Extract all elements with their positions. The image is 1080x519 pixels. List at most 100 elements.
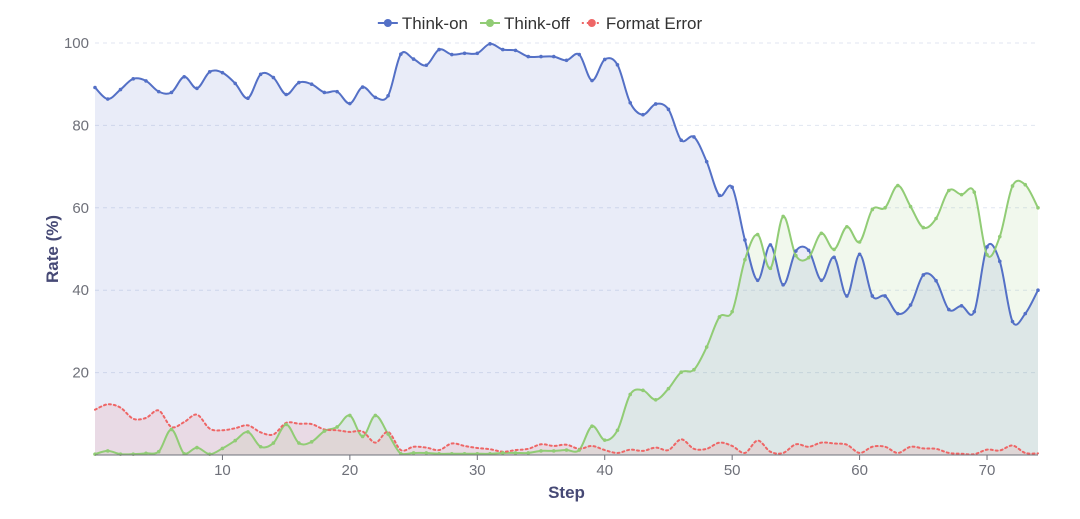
data-point-think-on — [1023, 311, 1028, 316]
series-areas — [95, 43, 1038, 455]
data-point-think-on — [641, 112, 645, 117]
data-point-think-on — [972, 309, 977, 314]
data-point-think-on — [348, 101, 352, 106]
data-point-think-off — [997, 234, 1002, 239]
data-point-think-on — [679, 138, 683, 143]
data-point-think-off — [870, 207, 875, 212]
data-point-think-on — [500, 47, 505, 52]
data-point-think-on — [806, 248, 811, 253]
data-point-think-off — [679, 370, 683, 374]
data-point-think-on — [437, 47, 441, 52]
data-point-think-off — [730, 309, 734, 314]
data-point-think-on — [845, 294, 849, 298]
data-point-think-off — [781, 214, 785, 219]
data-point-think-off — [883, 206, 887, 210]
x-tick-label: 50 — [724, 462, 741, 479]
legend-item-think-off[interactable]: Think-off — [479, 14, 570, 33]
legend-item-format-error[interactable]: Format Error — [581, 14, 703, 33]
data-point-think-off — [590, 424, 594, 428]
data-point-think-off — [1036, 206, 1040, 210]
data-point-think-off — [195, 445, 199, 450]
data-point-think-on — [551, 54, 556, 59]
legend-label: Think-off — [504, 14, 570, 33]
data-point-think-off — [297, 441, 301, 445]
legend-label: Format Error — [606, 14, 703, 33]
x-axis-title: Step — [548, 483, 585, 502]
data-point-think-off — [921, 225, 926, 230]
data-point-think-on — [564, 58, 569, 63]
data-point-think-on — [220, 70, 225, 75]
x-tick-label: 20 — [342, 462, 359, 479]
data-point-think-off — [373, 413, 378, 418]
x-tick-label: 70 — [979, 462, 996, 479]
data-point-think-on — [985, 245, 989, 249]
data-point-think-on — [934, 278, 938, 283]
legend-marker-icon — [485, 19, 494, 27]
y-tick-label: 80 — [72, 117, 89, 134]
data-point-think-off — [551, 449, 556, 453]
series-line-format-error — [94, 403, 1039, 456]
data-point-think-on — [819, 278, 824, 283]
data-point-think-off — [959, 192, 964, 197]
data-point-think-on — [475, 51, 480, 56]
data-point-think-off — [284, 422, 288, 427]
series-area-think-on — [95, 43, 1038, 455]
series-area-think-off — [95, 180, 1038, 455]
x-tick-label: 30 — [469, 462, 486, 479]
data-point-think-on — [666, 107, 671, 112]
data-point-think-off — [386, 432, 390, 436]
data-point-think-on — [93, 85, 97, 90]
data-point-think-off — [246, 430, 250, 434]
data-point-think-off — [322, 429, 327, 433]
data-point-think-off — [539, 449, 543, 453]
data-point-think-on — [692, 135, 696, 139]
data-point-think-off — [144, 451, 148, 456]
data-point-think-off — [271, 441, 276, 445]
y-tick-label: 60 — [72, 200, 89, 217]
data-point-think-off — [169, 427, 174, 432]
data-point-think-on — [704, 159, 709, 164]
data-point-think-on — [373, 95, 378, 100]
legend[interactable]: Think-on Think-off Format Error — [377, 14, 703, 33]
data-point-think-on — [794, 249, 798, 253]
data-point-think-off — [500, 451, 505, 455]
data-point-think-off — [755, 232, 760, 237]
legend-item-think-on[interactable]: Think-on — [377, 14, 468, 33]
data-point-think-off — [348, 413, 352, 418]
data-point-think-on — [947, 307, 951, 312]
data-point-think-on — [959, 304, 964, 308]
data-point-think-off — [857, 240, 862, 244]
data-point-think-on — [131, 77, 136, 81]
data-point-think-off — [526, 451, 531, 455]
data-point-think-off — [615, 428, 620, 433]
data-point-think-on — [870, 294, 875, 298]
data-point-think-on — [717, 193, 722, 198]
data-point-think-on — [322, 90, 327, 95]
data-point-think-on — [615, 63, 620, 67]
data-point-think-off — [335, 425, 339, 429]
data-point-think-on — [653, 102, 658, 106]
data-point-think-on — [857, 252, 862, 257]
data-point-think-off — [704, 345, 709, 349]
data-point-think-off — [233, 438, 237, 443]
data-point-think-off — [666, 386, 671, 391]
data-point-think-off — [220, 446, 225, 451]
data-point-think-on — [271, 75, 276, 80]
x-tick-label: 10 — [214, 462, 231, 479]
data-point-think-on — [539, 54, 543, 59]
x-tick-label: 60 — [851, 462, 868, 479]
data-point-think-on — [144, 79, 148, 83]
data-point-think-off — [411, 451, 416, 455]
series-area-format-error — [95, 404, 1038, 455]
data-point-think-off — [896, 183, 900, 188]
data-point-think-off — [513, 451, 518, 455]
data-point-think-on — [896, 311, 900, 316]
data-point-think-on — [590, 78, 594, 83]
data-point-think-on — [513, 48, 518, 53]
data-point-think-on — [743, 238, 747, 242]
data-point-think-on — [730, 185, 734, 189]
data-point-think-on — [182, 74, 186, 79]
data-point-think-off — [768, 266, 773, 271]
data-point-think-on — [577, 52, 582, 57]
